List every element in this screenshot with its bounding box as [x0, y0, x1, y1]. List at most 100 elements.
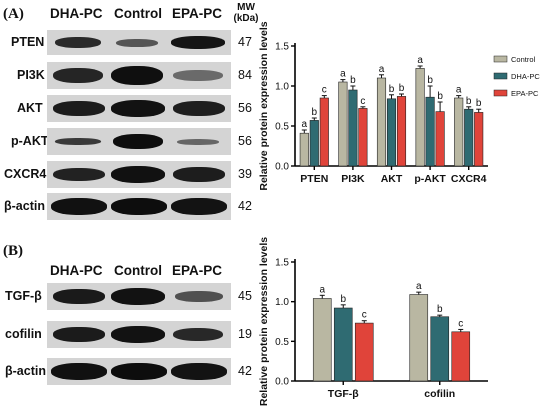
- bar-epa-pc: [474, 112, 484, 167]
- significance-letter: a: [319, 284, 325, 295]
- bar-epa-pc: [451, 331, 471, 382]
- legend-label: Control: [511, 55, 536, 64]
- bar-epa-pc: [358, 108, 368, 167]
- bar-dha-pc: [333, 307, 353, 382]
- significance-letter: c: [458, 318, 463, 329]
- significance-letter: b: [312, 107, 318, 118]
- y-tick-label: 0.5: [275, 122, 289, 133]
- bar-control: [299, 132, 309, 167]
- mw-header-line2: (kDa): [233, 13, 259, 24]
- blot-akt: [47, 95, 231, 122]
- column-header-control: Control: [114, 6, 162, 21]
- significance-letter: b: [437, 91, 443, 102]
- blot-pi3k: [47, 62, 231, 89]
- band: [177, 139, 219, 145]
- bar-control: [409, 294, 429, 382]
- band: [171, 363, 227, 380]
- mw-header: MW (kDa): [229, 2, 263, 24]
- band: [111, 100, 165, 117]
- bar-chart-panel-b: 0.0 0.5 1.0 1.5 Relative protein expression …: [258, 237, 488, 406]
- band: [53, 168, 105, 181]
- bar-dha-pc: [309, 120, 319, 167]
- bar-control: [454, 97, 464, 167]
- band: [111, 363, 167, 380]
- x-tick-label: AKT: [381, 173, 403, 185]
- blot-label-beta-actin: β-actin: [4, 199, 45, 213]
- mw-value-cxcr4: 39: [238, 167, 252, 181]
- x-tick-label: PTEN: [300, 173, 328, 185]
- bar-dha-pc: [386, 98, 397, 167]
- bar-epa-pc: [354, 322, 374, 382]
- mw-value-akt: 56: [238, 101, 252, 115]
- blot-p-akt: [47, 128, 231, 155]
- column-header-epa-pc-b: EPA-PC: [172, 263, 223, 278]
- x-tick-label: PI3K: [341, 173, 365, 185]
- blot-pten: [47, 30, 231, 55]
- column-header-control-b: Control: [114, 263, 162, 278]
- x-tick-label: cofilin: [424, 388, 455, 400]
- bar-chart-panel-a: 0.0 0.5 1.0 1.5 Relative protein expression …: [258, 21, 540, 190]
- blot-label-cxcr4: CXCR4: [4, 167, 47, 181]
- blot-cxcr4: [47, 161, 231, 188]
- x-tick-label: TGF-β: [328, 388, 359, 400]
- y-tick-label: 0.0: [275, 377, 289, 388]
- bar-dha-pc: [430, 316, 450, 382]
- y-tick-label: 1.0: [275, 82, 289, 93]
- significance-letter: a: [417, 55, 423, 66]
- band: [111, 288, 165, 305]
- bar-dha-pc: [425, 96, 435, 167]
- panel-b-label: (B): [3, 243, 23, 259]
- band: [53, 289, 105, 304]
- mw-value-beta-actin: 42: [238, 199, 252, 213]
- blot-label-cofilin: cofilin: [5, 327, 42, 341]
- band: [55, 37, 101, 48]
- bar-control: [415, 68, 425, 167]
- x-tick-label: CXCR4: [451, 173, 487, 185]
- band: [55, 138, 101, 145]
- y-tick-label: 0.0: [275, 162, 289, 173]
- legend-swatch-epa-pc: [493, 89, 508, 97]
- significance-letter: b: [340, 294, 346, 305]
- band: [111, 326, 165, 343]
- band: [173, 70, 223, 81]
- bar-dha-pc: [464, 108, 474, 167]
- legend-label: DHA-PC: [511, 72, 540, 81]
- band: [113, 134, 163, 149]
- blot-label-pi3k: PI3K: [17, 68, 45, 82]
- mw-header-line1: MW: [237, 2, 255, 13]
- band: [173, 328, 223, 341]
- blot-beta-actin: [47, 193, 231, 220]
- band: [175, 291, 223, 302]
- mw-value-cofilin: 19: [238, 327, 252, 341]
- significance-letter: a: [379, 64, 385, 75]
- band: [53, 68, 103, 83]
- blot-label-beta-actin-b: β-actin: [5, 364, 46, 378]
- blot-label-pten: PTEN: [11, 35, 45, 49]
- column-header-dha-pc: DHA-PC: [50, 6, 103, 21]
- bar-control: [338, 81, 348, 167]
- y-tick-label: 0.5: [275, 337, 289, 348]
- significance-letter: b: [427, 75, 433, 86]
- significance-letter: a: [456, 85, 462, 96]
- mw-value-p-akt: 56: [238, 134, 252, 148]
- blot-label-p-akt: p-AKT: [11, 134, 49, 148]
- bar-dha-pc: [348, 89, 358, 167]
- column-header-epa-pc: EPA-PC: [172, 6, 223, 21]
- bar-epa-pc: [396, 96, 407, 167]
- band: [51, 363, 107, 380]
- legend-label: EPA-PC: [511, 89, 539, 98]
- bar-control: [376, 77, 387, 167]
- significance-letter: b: [466, 96, 472, 107]
- mw-value-pi3k: 84: [238, 68, 252, 82]
- bar-epa-pc: [319, 97, 329, 167]
- mw-value-pten: 47: [238, 35, 252, 49]
- band: [53, 101, 105, 116]
- band: [173, 101, 225, 116]
- significance-letter: b: [389, 84, 395, 95]
- blot-label-akt: AKT: [17, 101, 43, 115]
- legend-swatch-dha-pc: [493, 72, 508, 80]
- blot-label-tgf-beta: TGF-β: [5, 289, 42, 303]
- y-tick-label: 1.5: [275, 42, 289, 53]
- band: [116, 39, 158, 47]
- significance-letter: b: [437, 304, 443, 315]
